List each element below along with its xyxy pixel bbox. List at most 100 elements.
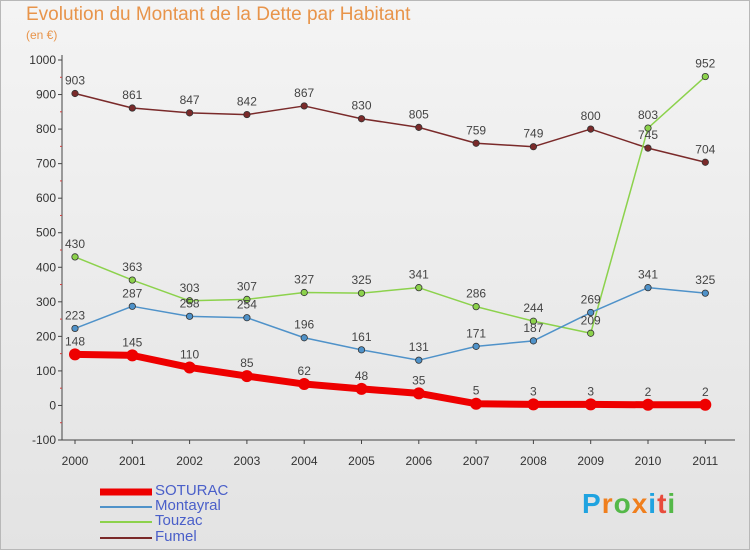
data-label: 258 [180, 296, 200, 310]
data-label: 244 [523, 301, 543, 315]
x-tick-label: 2005 [348, 454, 375, 468]
data-label: 805 [409, 107, 429, 121]
data-label: 759 [466, 123, 486, 137]
data-point [243, 295, 251, 303]
x-tick-label: 2000 [62, 454, 89, 468]
data-label: 3 [530, 384, 537, 398]
y-tick-label: 200 [36, 329, 56, 343]
data-label: 196 [294, 318, 314, 332]
data-point [644, 144, 652, 152]
data-point [644, 284, 652, 292]
x-tick-label: 2010 [635, 454, 662, 468]
data-point [470, 397, 483, 410]
data-label: 62 [298, 364, 312, 378]
data-point [128, 104, 136, 112]
data-label: 847 [180, 93, 200, 107]
data-point [300, 102, 308, 110]
data-label: 171 [466, 326, 486, 340]
series-line-touzac [74, 76, 706, 335]
data-label: 363 [122, 260, 142, 274]
data-label: 803 [638, 108, 658, 122]
series-lines [69, 72, 712, 411]
data-point [587, 308, 595, 317]
data-label: 223 [65, 308, 85, 322]
data-label: 2 [645, 385, 652, 399]
data-point [644, 124, 652, 132]
data-point [587, 125, 595, 133]
data-point [71, 324, 79, 333]
logo-letter: i [648, 488, 658, 519]
data-label: 327 [294, 272, 314, 286]
x-tick-label: 2007 [463, 454, 490, 468]
data-label: 48 [355, 369, 369, 383]
data-point [186, 312, 194, 320]
data-point [71, 89, 79, 98]
data-label: 830 [351, 99, 371, 113]
series-line-fumel [74, 92, 706, 163]
data-point [472, 303, 480, 311]
data-point [584, 398, 597, 411]
data-point [357, 346, 366, 354]
chart-subtitle: (en €) [26, 28, 58, 42]
x-tick-label: 2004 [291, 454, 318, 468]
data-label: 5 [473, 384, 480, 398]
data-label: 952 [695, 57, 715, 71]
data-point [243, 110, 251, 119]
logo-letter: o [613, 488, 632, 519]
data-label: 341 [638, 268, 658, 282]
y-tick-label: 500 [36, 226, 56, 240]
data-point [701, 72, 709, 81]
data-point [587, 329, 595, 337]
data-point [128, 302, 136, 310]
data-point [69, 348, 81, 361]
y-tick-label: 1000 [29, 53, 56, 67]
data-label: 867 [294, 86, 314, 100]
data-point [126, 349, 139, 362]
logo-letter: x [631, 488, 649, 519]
legend [100, 488, 152, 539]
data-label: 254 [237, 298, 257, 312]
data-label: 861 [122, 88, 142, 102]
legend-label-montayral: Montayral [155, 497, 221, 514]
data-label: 287 [122, 286, 142, 300]
x-tick-label: 2009 [577, 454, 604, 468]
logo-letter: r [601, 488, 614, 519]
data-labels: 148 145 110 85 62 48 35 5 3 3 2 2 223 287 258 254 196 161… [65, 57, 716, 399]
legend-label-soturac: SOTURAC [155, 482, 229, 499]
data-point [472, 139, 480, 147]
logo-letter: P [582, 488, 602, 519]
data-point [355, 382, 368, 395]
y-tick-label: 300 [36, 295, 56, 309]
data-label: 85 [240, 356, 254, 370]
data-label: 842 [237, 95, 257, 109]
data-label: 903 [65, 74, 85, 88]
data-point [357, 289, 366, 297]
data-point [186, 109, 194, 117]
data-label: 341 [409, 268, 429, 282]
data-label: 303 [180, 281, 200, 295]
x-tick-label: 2001 [119, 454, 146, 468]
data-label: 307 [237, 279, 257, 293]
data-point [71, 253, 79, 261]
data-point [701, 158, 709, 166]
data-label: 286 [466, 287, 486, 301]
logo-letter: t [657, 488, 668, 519]
x-tick-label: 2011 [692, 454, 718, 468]
data-point [183, 361, 196, 374]
data-point [243, 314, 251, 322]
data-label: 161 [351, 330, 371, 344]
data-point [699, 398, 712, 411]
data-label: 3 [587, 384, 594, 398]
x-tick-label: 2002 [176, 454, 203, 468]
data-point [300, 288, 308, 297]
data-point [415, 356, 423, 364]
data-label: 430 [65, 237, 85, 251]
data-label: 148 [65, 334, 85, 348]
data-point [357, 115, 366, 123]
series-line-soturac [74, 350, 706, 409]
chart-axes: -100 0 100 200 300 400 500 600 700 800 900 1000 2000… [29, 53, 735, 468]
x-tick-label: 2008 [520, 454, 547, 468]
data-point [529, 337, 538, 345]
